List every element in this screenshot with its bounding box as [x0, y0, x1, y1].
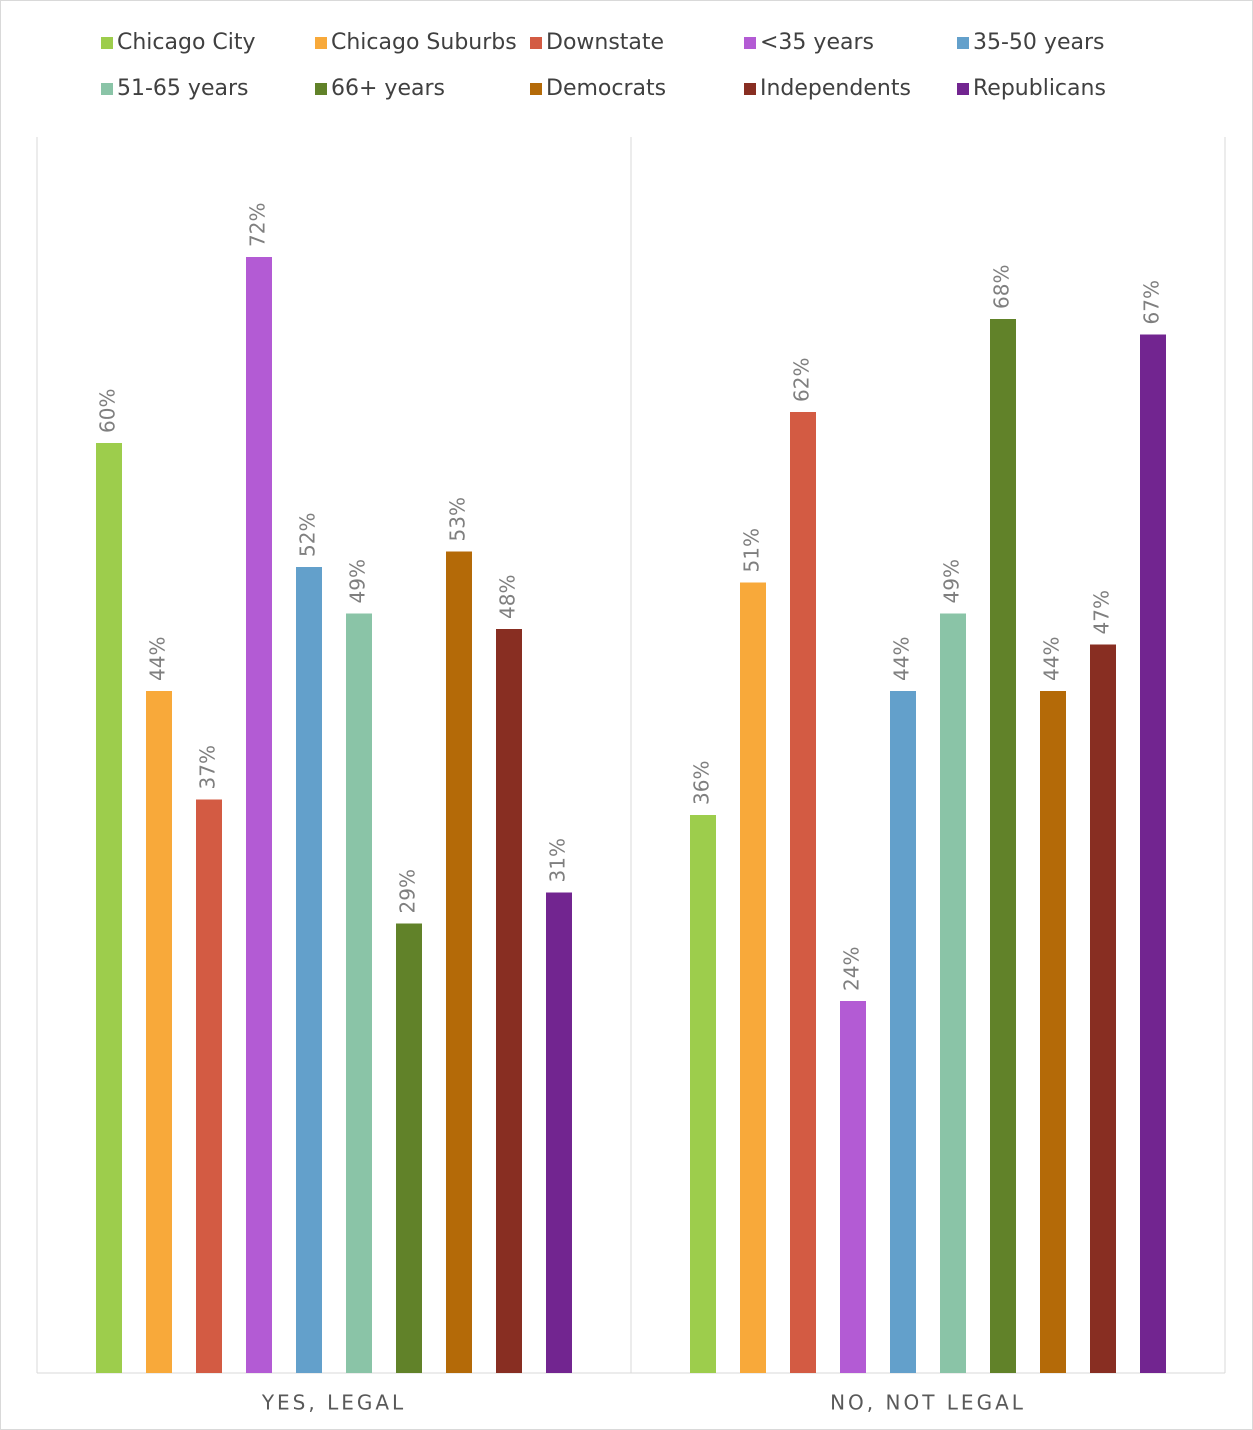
legend-label: 51-65 years	[117, 76, 248, 101]
legend-label: Democrats	[546, 76, 666, 101]
data-label: 24%	[840, 947, 864, 991]
bar	[940, 613, 966, 1373]
legend-swatch	[101, 37, 113, 49]
bar	[990, 319, 1016, 1373]
bar	[246, 257, 272, 1373]
data-label: 62%	[790, 358, 814, 402]
bar	[396, 923, 422, 1373]
data-label: 36%	[690, 761, 714, 805]
legend-swatch	[530, 83, 542, 95]
bar	[790, 412, 816, 1373]
bar	[1140, 334, 1166, 1373]
data-label: 72%	[246, 203, 270, 247]
legend-label: Independents	[760, 76, 911, 101]
bar	[196, 799, 222, 1373]
data-label: 49%	[940, 559, 964, 603]
data-label: 31%	[546, 838, 570, 882]
data-label: 44%	[890, 637, 914, 681]
data-label: 47%	[1090, 590, 1114, 634]
data-label: 67%	[1140, 280, 1164, 324]
x-tick-label: YES, LEGAL	[261, 1391, 406, 1415]
legend-label: Chicago City	[117, 30, 256, 55]
legend-label: 66+ years	[331, 76, 445, 101]
bar	[546, 892, 572, 1373]
bar	[740, 582, 766, 1373]
bar	[346, 613, 372, 1373]
bar	[690, 815, 716, 1373]
legend-swatch	[315, 83, 327, 95]
data-label: 53%	[446, 497, 470, 541]
bar	[890, 691, 916, 1373]
bar	[496, 629, 522, 1373]
bar	[446, 551, 472, 1373]
legend-label: Republicans	[973, 76, 1106, 101]
legend-label: Chicago Suburbs	[331, 30, 517, 55]
legend-swatch	[315, 37, 327, 49]
data-label: 48%	[496, 575, 520, 619]
data-label: 49%	[346, 559, 370, 603]
legend-swatch	[101, 83, 113, 95]
data-label: 52%	[296, 513, 320, 557]
bar	[1090, 644, 1116, 1373]
data-label: 37%	[196, 745, 220, 789]
data-label: 60%	[96, 389, 120, 433]
bar	[296, 567, 322, 1373]
legend-swatch	[744, 37, 756, 49]
legend-swatch	[744, 83, 756, 95]
legend-swatch	[957, 83, 969, 95]
bar	[146, 691, 172, 1373]
legend-label: <35 years	[760, 30, 874, 55]
data-label: 68%	[990, 265, 1014, 309]
data-label: 44%	[1040, 637, 1064, 681]
data-label: 29%	[396, 869, 420, 913]
data-label: 44%	[146, 637, 170, 681]
data-label: 51%	[740, 528, 764, 572]
legend-swatch	[957, 37, 969, 49]
legend-label: 35-50 years	[973, 30, 1104, 55]
bar	[96, 443, 122, 1373]
legend-label: Downstate	[546, 30, 664, 55]
bar	[1040, 691, 1066, 1373]
bar	[840, 1001, 866, 1373]
x-tick-label: NO, NOT LEGAL	[830, 1391, 1026, 1415]
legend-swatch	[530, 37, 542, 49]
